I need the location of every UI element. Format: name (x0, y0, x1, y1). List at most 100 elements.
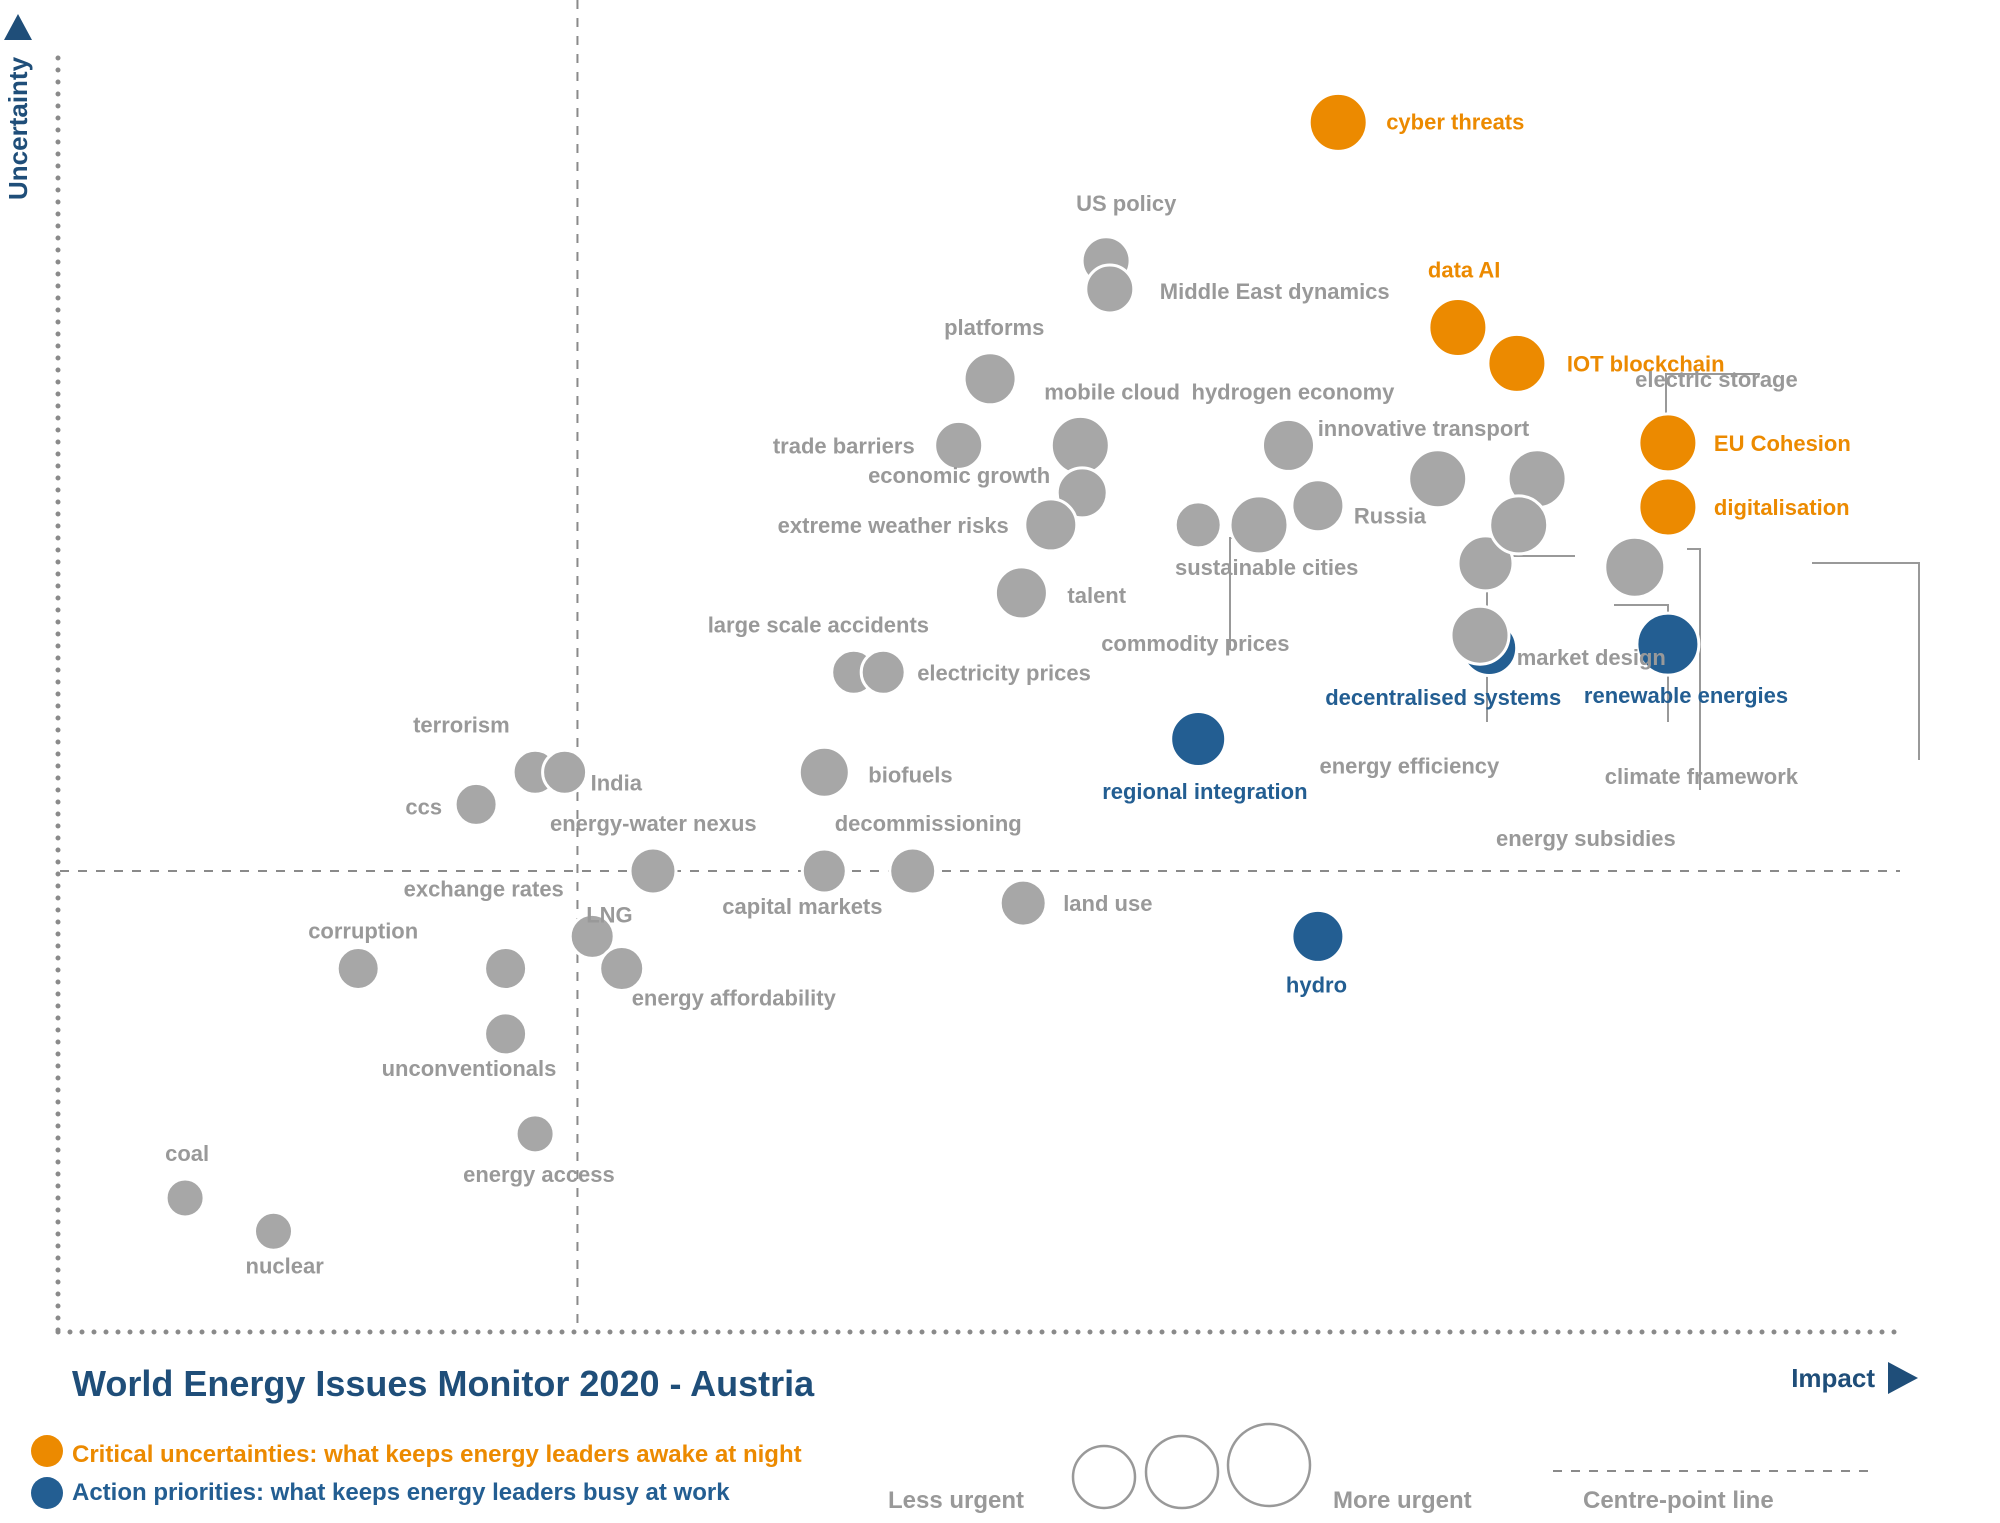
label-extreme-weather-risks: extreme weather risks (778, 513, 1009, 538)
point-unconventionals (483, 1011, 529, 1057)
legend-less-urgent: Less urgent (888, 1487, 1024, 1514)
point-capital-markets (800, 847, 848, 895)
point-innovative-transport (1407, 448, 1469, 510)
point-market-design (1488, 494, 1550, 556)
point-cyber-threats (1307, 91, 1369, 153)
x-axis-label: Impact (1791, 1363, 1875, 1393)
point-exchange-rates (483, 946, 529, 991)
point-hydro (1290, 908, 1346, 964)
label-energy-efficiency: energy efficiency (1320, 753, 1501, 778)
point-energy-subsidies (1449, 604, 1511, 666)
point-coal (164, 1177, 206, 1219)
label-commodity-prices: commodity prices (1101, 631, 1289, 656)
label-energy-affordability: energy affordability (632, 986, 837, 1011)
y-axis-arrow-icon (4, 14, 32, 40)
label-russia: Russia (1354, 504, 1427, 529)
label-energy-access: energy access (463, 1162, 615, 1187)
axes: Uncertainty Impact (3, 14, 1918, 1394)
legend-more-urgent: More urgent (1333, 1487, 1472, 1514)
label-market-design: market design (1517, 645, 1666, 670)
legend-centre-line-label: Centre-point line (1583, 1487, 1774, 1514)
leader-energy-subsidies (1687, 548, 1701, 790)
y-axis-label: Uncertainty (3, 56, 33, 200)
point-mobile-cloud (1049, 414, 1111, 476)
label-large-scale-accidents: large scale accidents (708, 612, 929, 637)
label-corruption: corruption (308, 919, 418, 944)
label-ccs: ccs (405, 794, 442, 819)
point-corruption (335, 946, 381, 991)
point-ccs (453, 781, 499, 827)
label-us-policy: US policy (1076, 191, 1177, 216)
point-lng (568, 912, 616, 960)
data-points (164, 91, 1701, 1252)
leader-market-design (1614, 604, 1669, 722)
label-biofuels: biofuels (868, 762, 952, 787)
label-nuclear: nuclear (246, 1253, 325, 1278)
point-climate-framework (1603, 535, 1667, 599)
point-trade-barriers (933, 419, 985, 471)
label-innovative-transport: innovative transport (1318, 416, 1530, 441)
label-capital-markets: capital markets (722, 894, 882, 919)
point-eu-cohesion (1637, 412, 1699, 474)
leader-climate-framework (1812, 562, 1920, 760)
label-cyber-threats: cyber threats (1386, 109, 1524, 134)
legend-critical-label: Critical uncertainties: what keeps energ… (72, 1441, 802, 1468)
point-middle-east-dynamics (1084, 263, 1136, 315)
label-coal: coal (165, 1141, 209, 1166)
legend-action-label: Action priorities: what keeps energy lea… (72, 1479, 730, 1506)
label-data-ai: data AI (1428, 258, 1501, 283)
point-energy-efficiency (1456, 534, 1515, 593)
label-decentralised-systems: decentralised systems (1325, 685, 1561, 710)
label-talent: talent (1067, 583, 1126, 608)
legend: World Energy Issues Monitor 2020 - Austr… (31, 1363, 1875, 1514)
label-energy-water-nexus: energy-water nexus (550, 811, 757, 836)
label-climate-framework: climate framework (1605, 764, 1799, 789)
point-iot-blockchain (1486, 332, 1548, 394)
label-trade-barriers: trade barriers (773, 433, 915, 458)
label-electricity-prices: electricity prices (917, 660, 1091, 685)
legend-size-medium (1144, 1434, 1220, 1510)
point-russia (1290, 478, 1346, 534)
label-mobile-cloud: mobile cloud (1044, 379, 1180, 404)
data-labels: cyber threats data AI IOT blockchain EU Coh… (165, 109, 1851, 1278)
label-decommissioning: decommissioning (835, 811, 1022, 836)
label-land-use: land use (1063, 891, 1152, 916)
label-hydro: hydro (1286, 972, 1347, 997)
point-data-ai (1427, 297, 1489, 358)
label-regional-integration: regional integration (1102, 779, 1307, 804)
point-india (541, 748, 589, 796)
label-digitalisation: digitalisation (1714, 495, 1850, 520)
point-regional-integration (1169, 710, 1228, 768)
point-sustainable-cities (1228, 494, 1290, 556)
label-platforms: platforms (944, 315, 1044, 340)
label-middle-east-dynamics: Middle East dynamics (1160, 279, 1390, 304)
label-terrorism: terrorism (413, 712, 510, 737)
label-lng: LNG (586, 902, 632, 927)
label-unconventionals: unconventionals (382, 1056, 557, 1081)
x-axis-arrow-icon (1888, 1362, 1918, 1394)
label-electric-storage: electric storage (1635, 367, 1798, 392)
point-digitalisation (1637, 476, 1699, 538)
point-renewable-energies (1635, 611, 1701, 677)
point-energy-water-nexus (628, 846, 678, 896)
label-economic-growth: economic growth (868, 463, 1050, 488)
point-talent (993, 565, 1049, 621)
legend-size-small (1071, 1444, 1137, 1510)
legend-size-large (1226, 1422, 1312, 1508)
point-biofuels (797, 745, 851, 799)
chart-title: World Energy Issues Monitor 2020 - Austr… (72, 1363, 815, 1404)
point-energy-access (514, 1113, 556, 1155)
point-land-use (998, 878, 1048, 928)
point-hydrogen-economy (1261, 417, 1316, 473)
label-exchange-rates: exchange rates (404, 877, 564, 902)
point-electricity-prices (859, 648, 907, 696)
label-energy-subsidies: energy subsidies (1496, 826, 1676, 851)
point-commodity-prices (1173, 500, 1223, 550)
point-extreme-weather-risks (1023, 497, 1079, 553)
legend-critical-swatch (31, 1435, 63, 1467)
label-hydrogen-economy: hydrogen economy (1192, 379, 1396, 404)
legend-action-swatch (31, 1477, 63, 1509)
point-energy-affordability (598, 945, 646, 992)
